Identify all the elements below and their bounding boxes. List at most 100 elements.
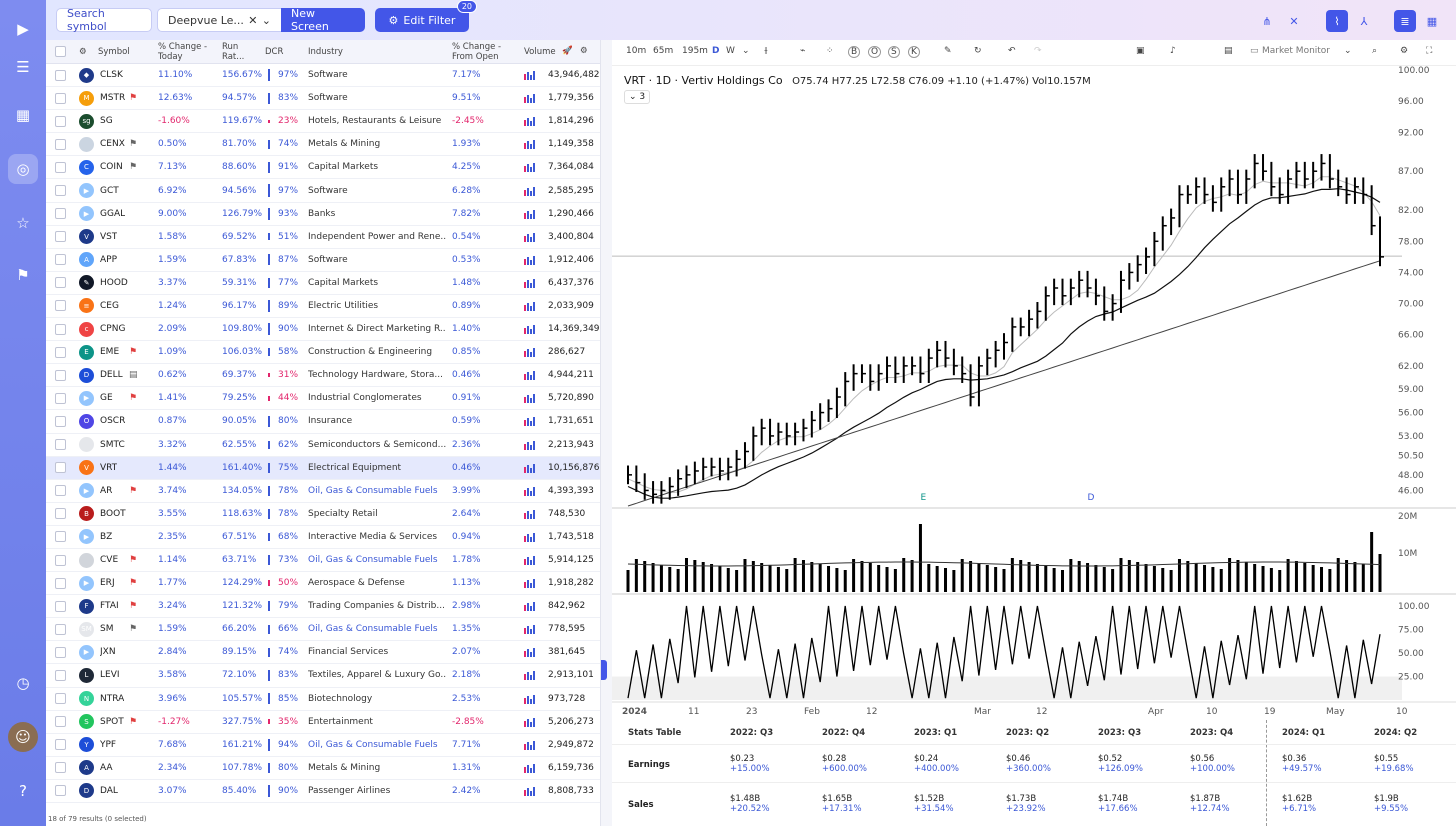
edit-filter-button[interactable]: ⚙ Edit Filter 20 bbox=[375, 0, 477, 32]
col-industry[interactable]: Industry bbox=[308, 47, 343, 57]
timeframe-195m[interactable]: 195m bbox=[682, 46, 708, 56]
symbol[interactable]: HOOD bbox=[100, 277, 128, 288]
layout-icon[interactable]: ▤ bbox=[1224, 46, 1233, 56]
map-icon[interactable]: ⚑ bbox=[16, 266, 30, 284]
row-checkbox[interactable] bbox=[55, 785, 66, 797]
avatar[interactable]: ☺ bbox=[8, 722, 38, 752]
symbol[interactable]: NTRA bbox=[100, 693, 125, 704]
row-checkbox[interactable] bbox=[55, 762, 66, 774]
timeframe-65m[interactable]: 65m bbox=[653, 46, 674, 56]
chevron-down-icon[interactable]: ⌄ bbox=[261, 13, 271, 27]
table-row[interactable]: ▶ GGAL 9.00% 126.79% 93% Banks 7.82% 1,290,466 bbox=[46, 203, 600, 226]
screener-icon[interactable]: ◎ bbox=[8, 154, 38, 184]
market-monitor-select[interactable]: Market Monitor bbox=[1262, 46, 1331, 56]
table-row[interactable]: ▶ AR ⚑ 3.74% 134.05% 78% Oil, Gas & Consumable… bbox=[46, 480, 600, 503]
table-row[interactable]: CVE ⚑ 1.14% 63.71% 73% Oil, Gas & Consumable … bbox=[46, 549, 600, 573]
x-icon[interactable]: ✕ bbox=[1289, 14, 1299, 28]
table-row[interactable]: A APP 1.59% 67.83% 87% Software 0.53% 1,912,406 bbox=[46, 249, 600, 272]
chevron-down-icon[interactable]: ⌄ bbox=[742, 46, 750, 56]
row-checkbox[interactable] bbox=[55, 115, 66, 127]
zoom-icon[interactable]: ⌕ bbox=[1372, 46, 1378, 56]
symbol[interactable]: JXN bbox=[100, 647, 116, 658]
table-row[interactable]: A AA 2.34% 107.78% 80% Metals & Mining 1.31% 6,… bbox=[46, 757, 600, 780]
undo-icon[interactable]: ↶ bbox=[1008, 46, 1016, 56]
flag-icon[interactable]: ⚑ bbox=[129, 555, 138, 566]
row-checkbox[interactable] bbox=[55, 346, 66, 358]
timeframe-daily[interactable]: D bbox=[712, 46, 720, 56]
symbol[interactable]: SPOT bbox=[100, 716, 124, 727]
settings-icon[interactable]: ⚙ bbox=[1400, 46, 1409, 56]
row-checkbox[interactable] bbox=[55, 92, 66, 104]
symbol[interactable]: BZ bbox=[100, 531, 113, 542]
table-row[interactable]: sg SG -1.60% 119.67% 23% Hotels, Restaurants … bbox=[46, 110, 600, 134]
symbol[interactable]: FTAI bbox=[100, 601, 119, 612]
grid-icon[interactable]: ▦ bbox=[15, 106, 31, 124]
b-button[interactable]: B bbox=[848, 46, 861, 58]
symbol[interactable]: SG bbox=[100, 116, 113, 127]
table-row[interactable]: Y YPF 7.68% 161.21% 94% Oil, Gas & Consumable… bbox=[46, 734, 600, 757]
select-all-checkbox[interactable] bbox=[55, 46, 66, 57]
row-checkbox[interactable] bbox=[55, 208, 66, 220]
calendar-icon[interactable]: ▣ bbox=[1136, 46, 1145, 56]
table-row[interactable]: ▶ BZ 2.35% 67.51% 68% Interactive Media & Ser… bbox=[46, 526, 600, 549]
symbol[interactable]: DELL bbox=[100, 370, 123, 381]
row-checkbox[interactable] bbox=[55, 693, 66, 705]
table-row[interactable]: V VRT 1.44% 161.40% 75% Electrical Equipment 0… bbox=[46, 456, 600, 480]
row-checkbox[interactable] bbox=[55, 69, 66, 81]
rocket-icon[interactable]: 🚀 bbox=[562, 46, 573, 56]
share-icon[interactable]: ⋔ bbox=[1262, 14, 1272, 28]
symbol[interactable]: GE bbox=[100, 393, 113, 404]
col-from-open[interactable]: % Change - From Open bbox=[452, 42, 502, 62]
symbol[interactable]: CLSK bbox=[100, 70, 123, 81]
table-row[interactable]: c CPNG 2.09% 109.80% 90% Internet & Direct Ma… bbox=[46, 318, 600, 342]
symbol[interactable]: CEG bbox=[100, 300, 119, 311]
symbol[interactable]: VRT bbox=[100, 462, 118, 473]
row-checkbox[interactable] bbox=[55, 669, 66, 681]
col-run-rate[interactable]: Run Rat... bbox=[222, 42, 245, 62]
layout-icon[interactable]: ▦ bbox=[1426, 14, 1438, 28]
refresh-icon[interactable]: ↻ bbox=[974, 46, 982, 56]
split-view-icon[interactable]: ⅄ bbox=[1360, 14, 1368, 28]
flag-icon[interactable]: ⚑ bbox=[129, 93, 138, 104]
row-checkbox[interactable] bbox=[55, 600, 66, 612]
symbol[interactable]: CVE bbox=[100, 555, 119, 566]
table-row[interactable]: ≡ CEG 1.24% 96.17% 89% Electric Utilities 0.89… bbox=[46, 295, 600, 319]
symbol[interactable]: VST bbox=[100, 231, 118, 242]
symbol[interactable]: GGAL bbox=[100, 208, 126, 219]
fullscreen-icon[interactable]: ⛶ bbox=[1426, 46, 1433, 56]
symbol[interactable]: EME bbox=[100, 347, 120, 358]
list-view-icon[interactable]: ≣ bbox=[1394, 10, 1416, 32]
menu-icon[interactable]: ☰ bbox=[16, 58, 30, 76]
table-row[interactable]: CENX ⚑ 0.50% 81.70% 74% Metals & Mining 1.93% 1… bbox=[46, 133, 600, 157]
settings-icon[interactable]: ⚙ bbox=[79, 47, 87, 57]
help-icon[interactable]: ? bbox=[19, 782, 27, 800]
row-checkbox[interactable] bbox=[55, 185, 66, 197]
row-checkbox[interactable] bbox=[55, 716, 66, 728]
symbol[interactable]: DAL bbox=[100, 785, 118, 796]
bar-type-icon[interactable]: ⫳ bbox=[764, 46, 768, 56]
table-row[interactable]: N NTRA 3.96% 105.57% 85% Biotechnology 2.53% 97… bbox=[46, 688, 600, 711]
o-button[interactable]: O bbox=[868, 46, 882, 58]
logo-icon[interactable]: ▶ bbox=[17, 20, 29, 38]
symbol[interactable]: YPF bbox=[100, 739, 117, 750]
alert-icon[interactable]: ♪ bbox=[1170, 46, 1176, 56]
indicators-icon[interactable]: ⌁ bbox=[800, 46, 806, 56]
row-checkbox[interactable] bbox=[55, 392, 66, 404]
row-checkbox[interactable] bbox=[55, 531, 66, 543]
table-row[interactable]: B BOOT 3.55% 118.63% 78% Specialty Retail 2.64… bbox=[46, 503, 600, 526]
col-dcr[interactable]: DCR bbox=[265, 47, 284, 57]
flag-icon[interactable]: ⚑ bbox=[129, 162, 138, 173]
templates-icon[interactable]: ⁘ bbox=[826, 46, 834, 56]
close-icon[interactable]: ✕ bbox=[248, 13, 258, 27]
table-row[interactable]: ▶ GE ⚑ 1.41% 79.25% 44% Industrial Conglomerat… bbox=[46, 387, 600, 411]
flag-icon[interactable]: ⚑ bbox=[129, 624, 138, 635]
table-row[interactable]: ✎ HOOD 3.37% 59.31% 77% Capital Markets 1.48% 6… bbox=[46, 272, 600, 295]
symbol[interactable]: MSTR bbox=[100, 93, 126, 104]
row-checkbox[interactable] bbox=[55, 577, 66, 589]
row-checkbox[interactable] bbox=[55, 485, 66, 497]
col-symbol[interactable]: Symbol bbox=[98, 47, 130, 57]
symbol[interactable]: AR bbox=[100, 485, 113, 496]
flag-icon[interactable]: ⚑ bbox=[129, 139, 138, 150]
chevron-down-icon[interactable]: ⌄ bbox=[1344, 46, 1352, 56]
flag-icon[interactable]: ⚑ bbox=[129, 601, 138, 612]
